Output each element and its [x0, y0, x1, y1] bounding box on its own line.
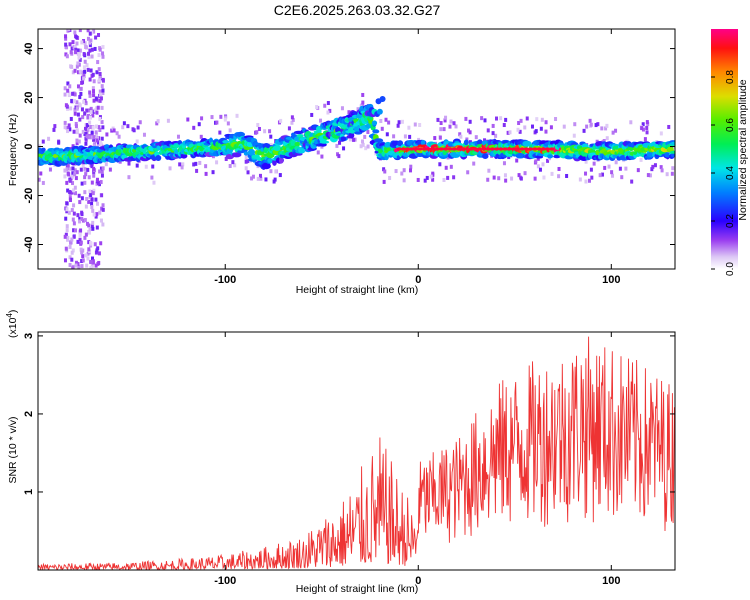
snr-scale-base: (x10	[7, 317, 19, 338]
snr-xtick-label: 0	[415, 575, 421, 587]
spectrogram-cells	[38, 29, 675, 269]
snr-xtick-label: 100	[602, 575, 620, 587]
snr-scale-factor: (x104)	[5, 310, 19, 338]
spectrogram-xlabel: Height of straight line (km)	[296, 284, 419, 296]
snr-scale-close: )	[7, 310, 19, 314]
snr-background	[38, 332, 675, 570]
spectrogram-xtick-label: 0	[415, 274, 421, 286]
spectrogram-ticks: -100 0 100 -40 -20 0 20 40	[23, 29, 675, 286]
snr-xlabel: Height of straight line (km)	[296, 583, 419, 595]
colorbar-ticks: 0.0 0.2 0.4 0.6 0.8	[711, 70, 736, 276]
snr-ticks: -100 0 100 1 2 3	[23, 332, 675, 587]
spectrogram-ytick-label: -40	[23, 237, 35, 253]
snr-ytick-label: 1	[23, 489, 35, 495]
colorbar-tick-label: 0.4	[725, 166, 736, 180]
snr-panel: -100 0 100 1 2 3 Height of straight line (km)…	[5, 310, 676, 595]
spectrogram-ytick-label: 0	[23, 143, 35, 149]
colorbar-tick-label: 0.8	[725, 70, 736, 84]
snr-xtick-label: -100	[214, 575, 236, 587]
spectrogram-xtick-label: 100	[602, 274, 620, 286]
colorbar-tick-label: 0.6	[725, 118, 736, 132]
svg-text:(x104): (x104)	[5, 310, 19, 338]
spectrogram-frame	[37, 28, 676, 270]
colorbar-scale	[711, 29, 738, 269]
colorbar-tick-label: 0.2	[725, 214, 736, 228]
spectrogram-ytick-label: 20	[23, 91, 35, 103]
snr-series-line	[38, 336, 675, 570]
colorbar-label: Normalized spectral amplitude	[737, 79, 749, 220]
snr-frame	[37, 331, 676, 571]
chart-title: C2E6.2025.263.03.32.G27	[274, 2, 441, 18]
spectrogram-ytick-label: -20	[23, 188, 35, 204]
snr-scale-exponent: 4	[5, 313, 14, 318]
spectrogram-xtick-label: -100	[214, 274, 236, 286]
snr-ytick-label: 2	[23, 411, 35, 417]
snr-ytick-label: 3	[23, 333, 35, 339]
spectrogram-panel: -100 0 100 -40 -20 0 20 40 Height of straight l…	[7, 28, 676, 296]
colorbar: 0.0 0.2 0.4 0.6 0.8 Normalized spectral ampl…	[711, 29, 749, 276]
colorbar-tick-label: 0.0	[725, 262, 736, 276]
spectrogram-ytick-label: 40	[23, 42, 35, 54]
spectrogram-ylabel: Frequency (Hz)	[7, 114, 19, 186]
snr-ylabel: SNR (10 * v/v)	[7, 416, 19, 483]
